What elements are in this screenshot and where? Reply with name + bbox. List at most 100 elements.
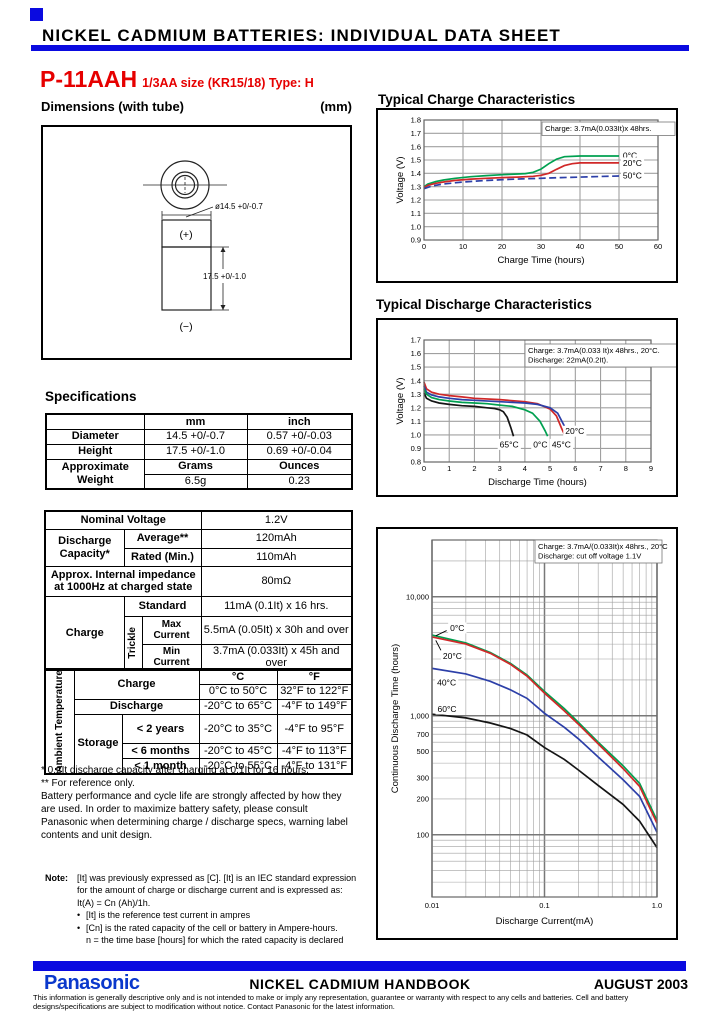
svg-text:Charge: 3.7mA(0.033It)x 48hrs.: Charge: 3.7mA(0.033It)x 48hrs. (545, 124, 651, 133)
table-row: 6.5g 0.23 (46, 473, 353, 490)
footer-date: AUGUST 2003 (593, 976, 688, 992)
continuous-discharge-chart-svg: 0.01 0.1 1.0 100 200 300 500 700 1,000 10,000 Disc… (390, 539, 668, 927)
curve-60°C (431, 713, 658, 849)
curve-0°C (423, 155, 619, 188)
footnotes: * 0.2It discharge capacity after chargin… (41, 764, 356, 842)
svg-text:100: 100 (416, 830, 429, 839)
svg-text:40: 40 (576, 242, 584, 251)
weight-label: Approximate Weight (45, 458, 145, 490)
svg-text:Charge: 3.7mA/(0.033It)x 48hrs: Charge: 3.7mA/(0.033It)x 48hrs., 20°C (538, 542, 668, 551)
curve-40°C (431, 667, 658, 833)
footnote-1: * 0.2It discharge capacity after chargin… (41, 765, 309, 776)
curve-label: 20°C (623, 158, 642, 168)
svg-text:200: 200 (416, 795, 429, 804)
discharge-chart-box: 0 1 2 3 4 5 6 7 8 9 0.8 0.9 1.0 1.1 1.2 1.3 1.4 1.5 1.6 1.7… (376, 318, 678, 497)
svg-text:1.7: 1.7 (411, 129, 421, 138)
svg-text:1.6: 1.6 (411, 142, 421, 151)
footnote-2: ** For reference only. (41, 778, 135, 789)
svg-text:0.01: 0.01 (425, 901, 440, 910)
svg-text:1.2: 1.2 (411, 196, 421, 205)
svg-text:1,000: 1,000 (410, 711, 429, 720)
table-row: Diameter 14.5 +0/-0.7 0.57 +0/-0.03 (45, 428, 353, 445)
table-row: Charge Standard 11mA (0.1It) x 16 hrs. (44, 595, 353, 671)
table-row: < 1 month -20°C to 55°C -4°F to 131°F (45, 758, 353, 775)
svg-text:Discharge: cut off voltage 1.1: Discharge: cut off voltage 1.1V (538, 552, 642, 561)
model-subtitle: 1/3AA size (KR15/18) Type: H (142, 76, 314, 90)
svg-text:1.5: 1.5 (411, 363, 421, 372)
curve-20°C (423, 162, 619, 189)
svg-text:1.8: 1.8 (411, 116, 421, 125)
svg-text:2: 2 (472, 464, 476, 473)
bullet-icon: • (77, 910, 81, 921)
svg-text:1.0: 1.0 (411, 430, 421, 439)
table-row: Ambient Temperature Charge °C °F (44, 668, 353, 775)
battery-drawing-box: ø14.5 +0/-0.7 17.5 +0/-1.0 (+) (−) (41, 125, 352, 360)
ambient-temperature-table: Ambient Temperature Charge °C °F 0°C to … (44, 668, 353, 775)
table-row: Approximate Weight Grams Ounces (45, 458, 353, 490)
curve-65°C (423, 392, 515, 437)
curve-20°C (423, 385, 569, 437)
col-header-inch: inch (246, 413, 353, 430)
negative-terminal-label: (−) (179, 321, 192, 333)
electrical-table: Nominal Voltage 1.2V Discharge Capacity*… (44, 510, 353, 672)
svg-text:0: 0 (422, 464, 426, 473)
curve-label: 65°C (500, 439, 519, 449)
table-row: < 6 months -20°C to 45°C -4°F to 113°F (45, 743, 353, 760)
svg-text:9: 9 (649, 464, 653, 473)
curve-45°C (423, 381, 566, 437)
svg-text:6: 6 (573, 464, 577, 473)
svg-text:1.5: 1.5 (411, 156, 421, 165)
page-title: NICKEL CADMIUM BATTERIES: INDIVIDUAL DAT… (42, 26, 561, 45)
table-row: Height 17.5 +0/-1.0 0.69 +0/-0.04 (45, 443, 353, 460)
curve-label: 40°C (437, 677, 456, 687)
discharge-chart-svg: 0 1 2 3 4 5 6 7 8 9 0.8 0.9 1.0 1.1 1.2 1.3 1.4 1.5 1.6 1.7… (395, 336, 678, 488)
svg-text:1.7: 1.7 (411, 336, 421, 345)
svg-text:60: 60 (654, 242, 662, 251)
svg-text:Charge: 3.7mA(0.033 It)x 48hrs: Charge: 3.7mA(0.033 It)x 48hrs., 20°C. (528, 346, 660, 355)
charge-chart-box: 0 10 20 30 40 50 60 0.9 1.0 1.1 1.2 1.3 1.4 1.5 1.6 1.7… (376, 108, 678, 283)
footer-rule (33, 961, 686, 971)
table-row: Discharge -20°C to 65°C -4°F to 149°F (45, 698, 353, 715)
dimensions-table: mm inch Diameter 14.5 +0/-0.7 0.57 +0/-0… (45, 413, 353, 490)
svg-text:1.1: 1.1 (411, 209, 421, 218)
svg-text:5: 5 (548, 464, 552, 473)
note-block: Note: [It] was previously expressed as [… (45, 872, 357, 946)
svg-text:10,000: 10,000 (406, 592, 429, 601)
battery-diagram-svg: ø14.5 +0/-0.7 17.5 +0/-1.0 (+) (−) (143, 160, 263, 333)
svg-text:Voltage (V): Voltage (V) (395, 157, 406, 204)
note-label: Note: (45, 873, 68, 883)
svg-text:0.9: 0.9 (411, 444, 421, 453)
table-row: Discharge Capacity* Average** 120mAh (44, 528, 353, 567)
curve-50°C (423, 175, 620, 190)
svg-text:1: 1 (447, 464, 451, 473)
curve-label: 50°C (623, 171, 642, 181)
note-tail: n = the time base [hours] for which the … (86, 935, 344, 946)
table-row: Storage < 2 years -20°C to 35°C -4°F to … (45, 713, 353, 775)
svg-text:Continuous Discharge Time (hou: Continuous Discharge Time (hours) (390, 644, 401, 793)
curve-label: 0°C (450, 623, 464, 633)
footer-disclaimer: This information is generally descriptiv… (33, 993, 629, 1011)
charge-chart-title: Typical Charge Characteristics (378, 92, 576, 107)
title-rule (31, 45, 689, 51)
curve-label: 20°C (443, 651, 462, 661)
note-bullet-2: • [Cn] is the rated capacity of the cell … (77, 922, 338, 933)
table-row: Nominal Voltage 1.2V (44, 510, 353, 530)
charge-chart-svg: 0 10 20 30 40 50 60 0.9 1.0 1.1 1.2 1.3 1.4 1.5 1.6 1.7… (395, 116, 676, 266)
model-line: P-11AAH 1/3AA size (KR15/18) Type: H (40, 66, 314, 93)
svg-text:1.2: 1.2 (411, 403, 421, 412)
svg-text:0.1: 0.1 (539, 901, 549, 910)
corner-marker (30, 8, 43, 21)
table-row: Approx. Internal impedance at 1000Hz at … (44, 565, 353, 597)
svg-text:1.0: 1.0 (411, 222, 421, 231)
curve-0°C (423, 388, 549, 437)
svg-text:Voltage (V): Voltage (V) (395, 378, 406, 425)
svg-text:1.0: 1.0 (652, 901, 662, 910)
svg-text:1.3: 1.3 (411, 390, 421, 399)
bullet-icon: • (77, 922, 81, 933)
footer-handbook-title: NICKEL CADMIUM HANDBOOK (249, 976, 471, 992)
svg-text:Discharge Time (hours): Discharge Time (hours) (488, 477, 587, 488)
svg-text:50: 50 (615, 242, 623, 251)
battery-body-rect (161, 246, 212, 311)
chart-annotation-box (541, 121, 676, 136)
svg-text:Charge Time (hours): Charge Time (hours) (497, 255, 584, 266)
